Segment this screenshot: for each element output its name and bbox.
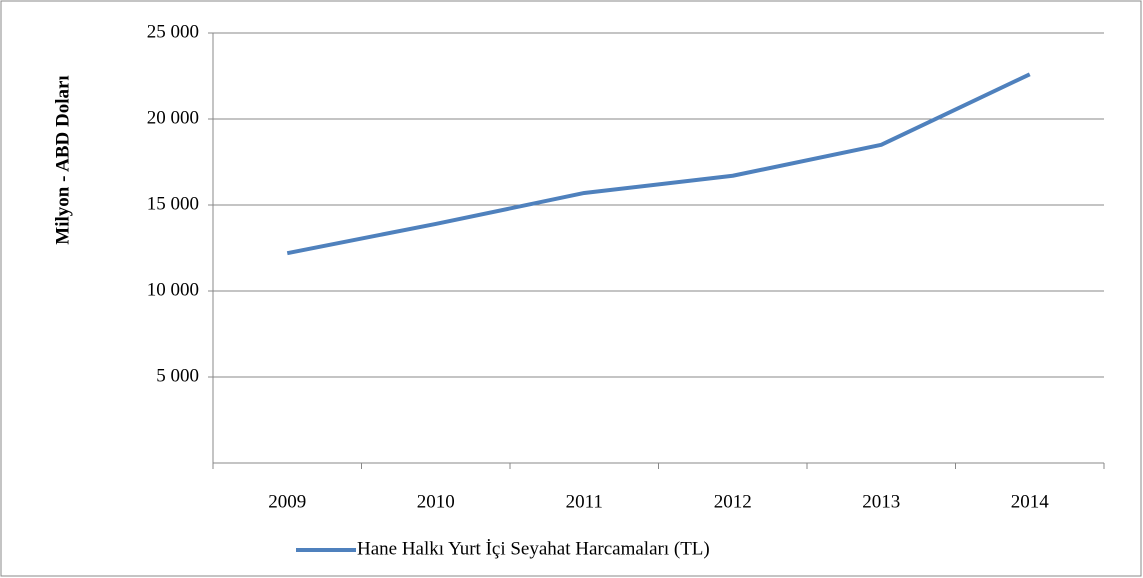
y-tick-label: 15 000: [147, 193, 199, 214]
data-line: [286, 72, 1031, 256]
x-tick-label: 2010: [417, 491, 455, 512]
y-axis-title: Milyon - ABD Doları: [52, 75, 73, 244]
y-tick-label: 10 000: [147, 279, 199, 300]
y-tick-label: 25 000: [147, 21, 199, 42]
y-tick-label: 20 000: [147, 107, 199, 128]
y-tick-label: 5 000: [156, 365, 199, 386]
x-tick-label: 2011: [566, 491, 603, 512]
x-tick-label: 2013: [862, 491, 900, 512]
x-tick-label: 2009: [268, 491, 306, 512]
x-tick-label: 2014: [1011, 491, 1050, 512]
x-tick-label: 2012: [714, 491, 752, 512]
legend-label: Hane Halkı Yurt İçi Seyahat Harcamaları …: [357, 538, 710, 559]
